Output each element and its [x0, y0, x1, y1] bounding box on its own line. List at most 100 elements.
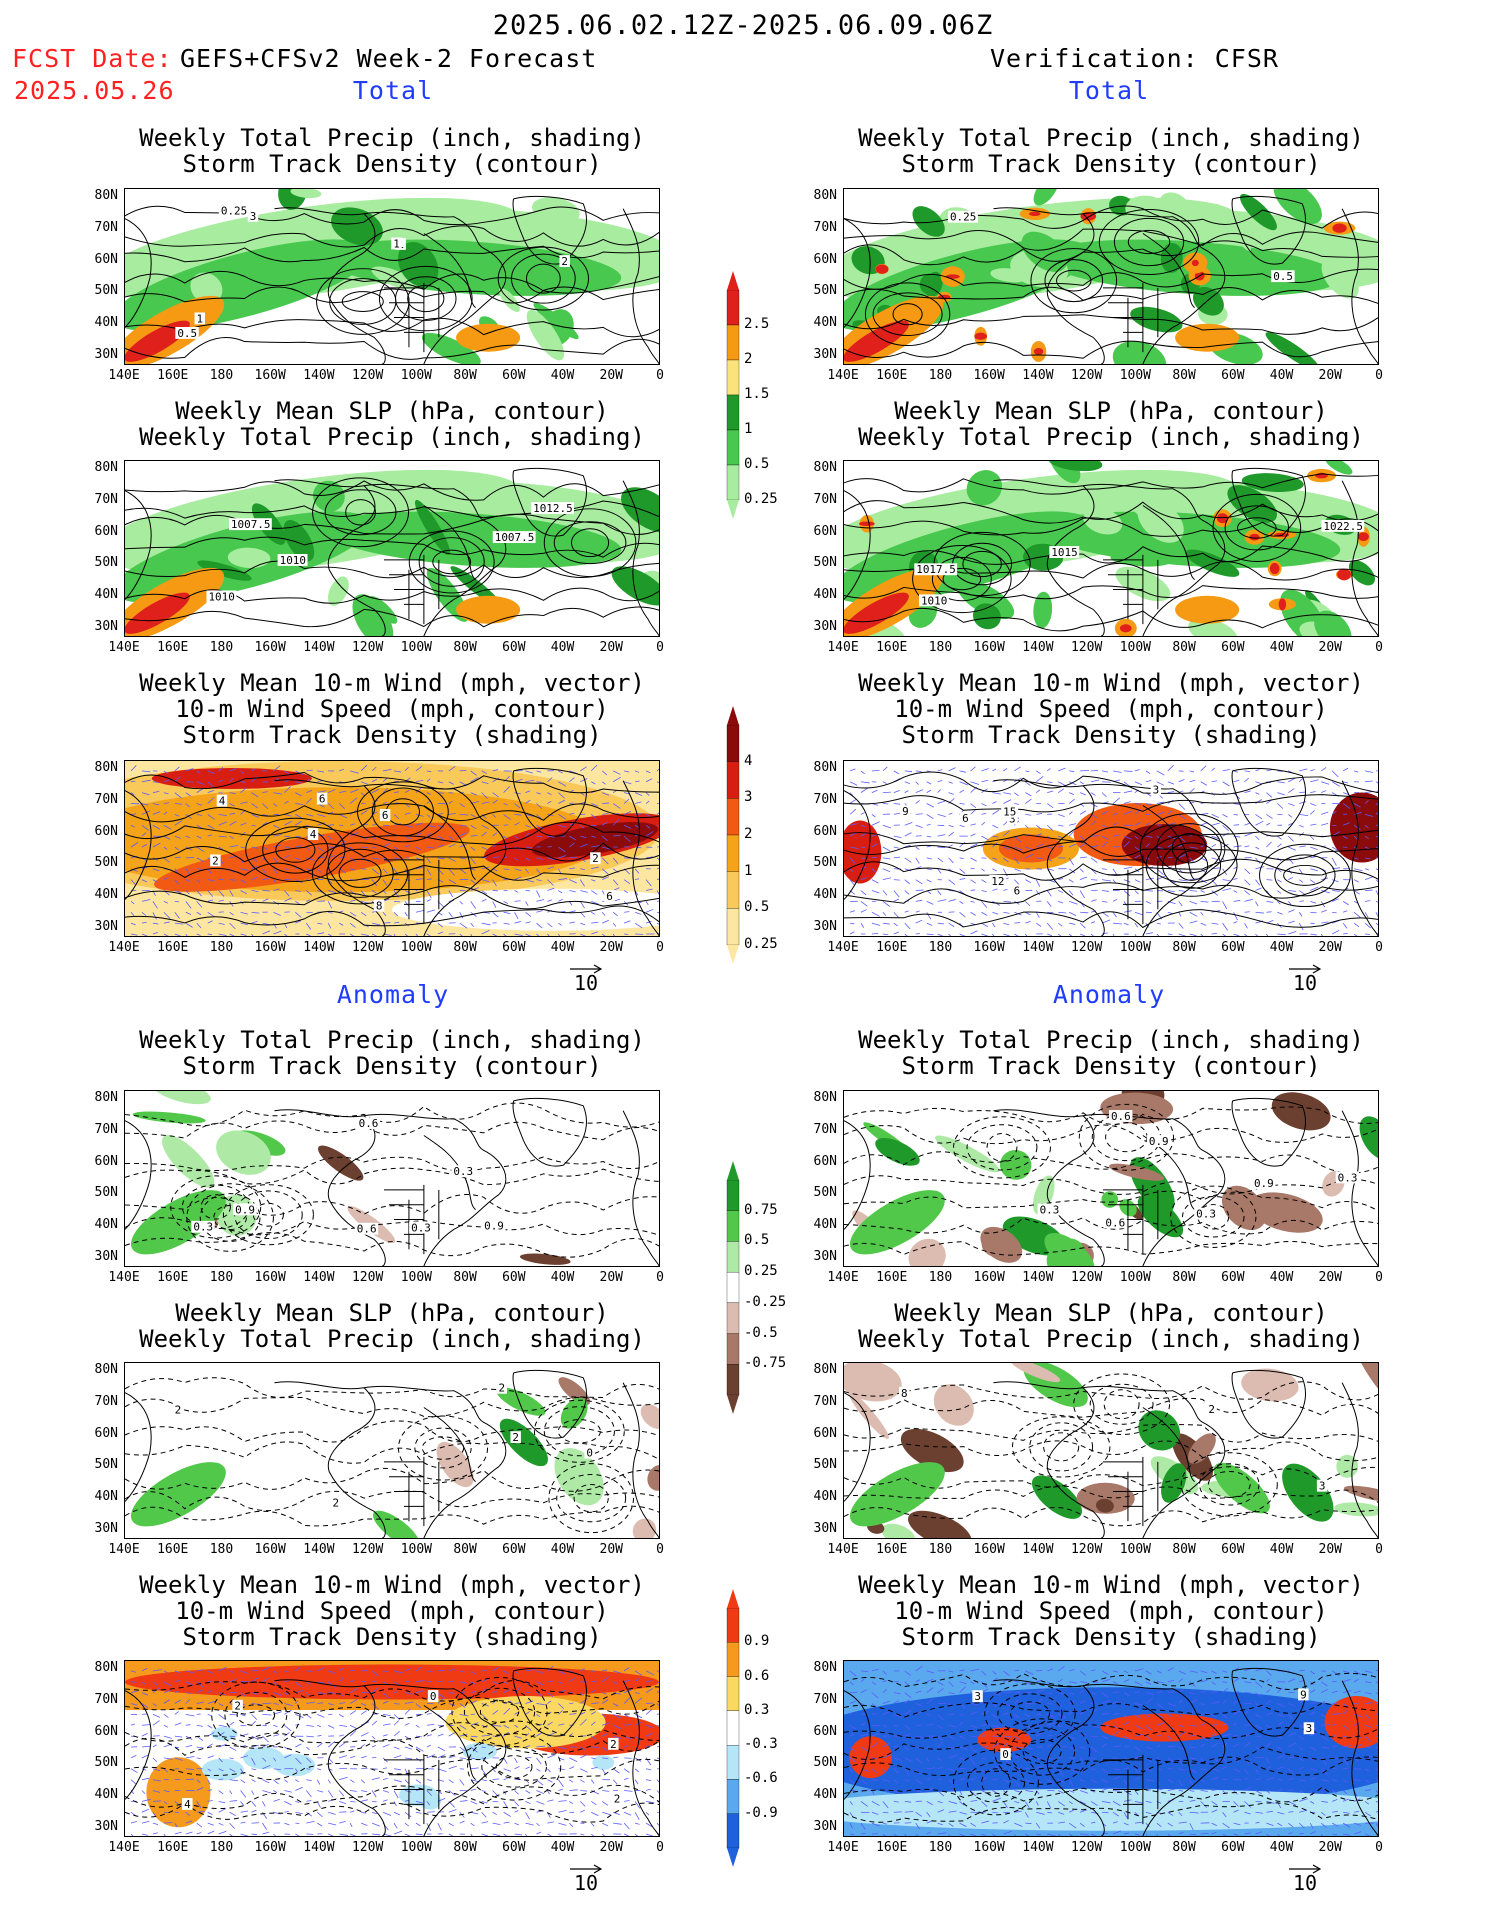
lat-tick-label: 40N	[94, 1217, 118, 1233]
precip-shading	[1112, 340, 1167, 364]
contour-label-bg	[1298, 1688, 1309, 1701]
map-canvas: 21310.510.25	[125, 189, 659, 364]
panel-title: Storm Track Density (shading)	[901, 1623, 1321, 1651]
colorbar-track_total	[726, 706, 740, 964]
coastline	[125, 1097, 659, 1266]
precip-shading	[532, 197, 580, 224]
contour-label: 1010	[208, 590, 234, 603]
heavy-precip	[1033, 347, 1044, 355]
lon-tick-label: 120W	[351, 940, 384, 955]
section-anomaly-right: Anomaly	[1052, 980, 1166, 1009]
colorbar-top-arrow	[727, 706, 739, 725]
lon-tick-label: 80W	[1172, 1270, 1196, 1285]
colorbar-label: 0.25	[744, 491, 778, 507]
negative-anomaly	[844, 1363, 902, 1402]
lon-tick-label: 0	[1375, 940, 1383, 955]
precip-shading	[1227, 485, 1278, 523]
lat-tick-label: 60N	[94, 1723, 118, 1739]
track-anomaly	[418, 1792, 442, 1810]
lon-tick-label: 0	[1375, 1840, 1383, 1855]
negative-anomaly	[436, 1441, 474, 1488]
contour-label: 1010	[921, 594, 947, 607]
contour-label: 1007.5	[495, 531, 535, 544]
vector-reference-value: 10	[574, 971, 599, 995]
lon-tick-label: 80W	[1172, 640, 1196, 655]
positive-anomaly	[554, 1448, 604, 1506]
contour-label: 6	[382, 809, 389, 822]
positive-anomaly	[1336, 1454, 1359, 1478]
precip-shading	[227, 547, 271, 569]
lon-tick-label: 80W	[453, 1270, 477, 1285]
lon-tick-label: 40W	[1269, 1542, 1294, 1557]
map-canvas: 0 3 9 3	[844, 1661, 1378, 1836]
lat-tick-label: 60N	[94, 823, 118, 839]
contour-label-bg	[427, 1690, 439, 1702]
lon-tick-label: 0	[1375, 368, 1383, 383]
contour-label: 0.9	[1149, 1135, 1169, 1148]
map-panel-2-right: 1015 1017.5 1010 1022.5	[843, 460, 1379, 637]
contour-label: 3	[1009, 812, 1016, 825]
contour-label-bg	[373, 899, 385, 912]
lon-tick-label: 160W	[973, 940, 1005, 955]
lon-tick-label: 140E	[108, 940, 140, 955]
panel-title: Storm Track Density (contour)	[901, 150, 1321, 178]
map-canvas: 0.3 0.9 0.3 0.6 0.9 0.6 0.3	[125, 1091, 659, 1266]
track-shading	[151, 768, 312, 789]
lat-tick-label: 70N	[813, 491, 837, 507]
wind-vectors	[849, 764, 1378, 936]
contour-label: 4	[310, 828, 317, 841]
positive-anomaly	[132, 1111, 206, 1124]
lon-tick-label: 0	[656, 640, 664, 655]
coastline	[125, 1667, 659, 1836]
lon-tick-label: 160E	[876, 940, 908, 955]
colorbar-segment	[726, 1210, 740, 1242]
positive-anomaly	[372, 1510, 420, 1538]
contour-label-bg	[1001, 805, 1019, 818]
lon-tick-label: 80W	[453, 368, 477, 383]
lat-tick-label: 80N	[94, 1362, 118, 1377]
contour-label: 1015	[1051, 546, 1077, 559]
heavy-precip	[1119, 624, 1132, 633]
heavy-precip	[1358, 532, 1369, 541]
vector-reference-arrow	[1289, 964, 1322, 974]
track-anomaly	[125, 1664, 659, 1700]
lat-tick-label: 50N	[813, 1755, 837, 1771]
negative-anomaly	[1109, 1163, 1165, 1181]
contour-label-bg	[1206, 1403, 1217, 1416]
precip-shading	[1321, 257, 1359, 299]
contour-label: 0.5	[177, 327, 197, 340]
colorbar-label: 0.25	[744, 936, 778, 952]
panel-title: Weekly Mean 10-m Wind (mph, vector)	[858, 1571, 1364, 1599]
colorbar-top-arrow	[727, 271, 739, 290]
track-anomaly	[201, 1758, 244, 1781]
lon-tick-label: 120W	[351, 1542, 384, 1557]
contour-label-bg	[316, 792, 328, 805]
contour-label: 0.6	[1111, 1110, 1131, 1123]
lon-tick-label: 140W	[303, 1270, 335, 1285]
colorbar-label: 2.5	[744, 316, 770, 332]
precip-shading	[283, 519, 315, 562]
lon-tick-label: 160W	[973, 640, 1005, 655]
lat-tick-label: 40N	[813, 587, 837, 603]
lon-tick-label: 80W	[1172, 1840, 1196, 1855]
negative-anomaly	[647, 1464, 659, 1491]
lon-tick-label: 60W	[502, 940, 526, 955]
lon-tick-label: 20W	[599, 940, 624, 955]
contour-label-bg	[232, 1699, 243, 1712]
positive-anomaly	[499, 1418, 548, 1467]
lon-tick-label: 60W	[1221, 940, 1245, 955]
panel-title: Weekly Total Precip (inch, shading)	[139, 124, 645, 152]
heavy-precip	[875, 264, 889, 274]
contour-label-bg	[1037, 1203, 1062, 1216]
lon-tick-label: 0	[656, 1270, 664, 1285]
lon-tick-label: 120W	[1070, 940, 1103, 955]
panel-title: Weekly Total Precip (inch, shading)	[858, 124, 1364, 152]
lon-tick-label: 40W	[550, 640, 575, 655]
lat-tick-label: 30N	[813, 347, 837, 362]
negative-anomaly	[1241, 1368, 1299, 1402]
track-anomaly	[211, 1726, 238, 1741]
colorbar-segment	[726, 1271, 740, 1304]
lon-tick-label: 160E	[157, 640, 189, 655]
precip-shading	[331, 207, 383, 246]
panel-title: Weekly Mean 10-m Wind (mph, vector)	[139, 1571, 645, 1599]
